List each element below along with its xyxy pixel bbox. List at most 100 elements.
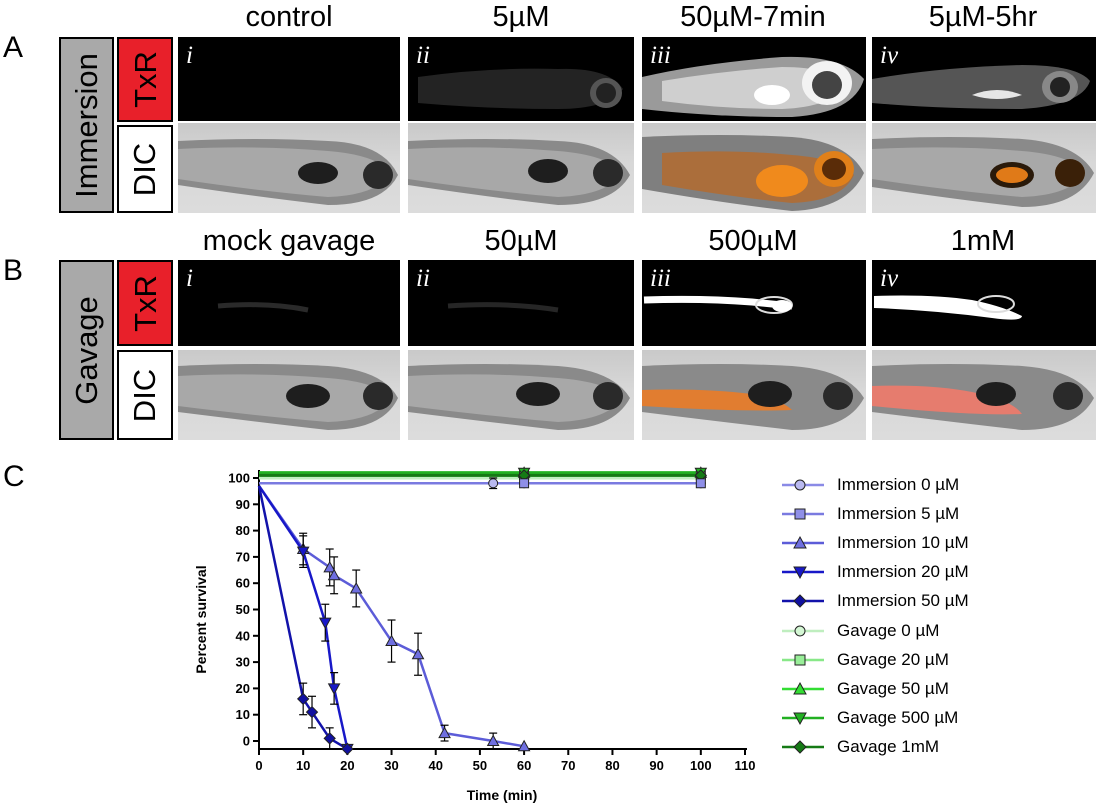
dic-image-b-ii	[408, 350, 634, 440]
dic-image-b-iii	[642, 350, 866, 440]
numeral-a-iii: iii	[650, 42, 671, 69]
y-tick-label: 10	[236, 707, 250, 722]
y-tick-label: 40	[236, 628, 250, 643]
x-tick-label: 20	[340, 758, 354, 773]
legend-label: Gavage 0 µM	[837, 620, 940, 640]
column-header-a1: control	[245, 1, 333, 33]
y-tick-label: 80	[236, 523, 250, 538]
data-point	[486, 734, 500, 746]
y-axis-label: Percent survival	[193, 565, 209, 673]
legend-swatch	[782, 594, 824, 609]
data-point	[318, 617, 332, 630]
series-line	[257, 485, 525, 748]
legend-swatch	[782, 536, 824, 549]
numeral-b-iv: iv	[880, 265, 899, 292]
legend-marker	[794, 508, 806, 520]
data-point	[519, 478, 530, 489]
gavage-label-text: Gavage	[69, 295, 105, 405]
dic-label-a-text: DIC	[127, 142, 163, 196]
dic-image-a-i	[178, 123, 400, 213]
legend-marker	[794, 479, 806, 491]
legend-swatch	[782, 508, 824, 520]
dic-image-a-ii	[408, 123, 634, 213]
txr-label-a: TxR	[117, 37, 173, 122]
panel-letter-c: C	[3, 460, 25, 493]
data-point	[323, 732, 336, 745]
x-tick-label: 100	[690, 758, 712, 773]
legend-swatch	[782, 712, 824, 725]
y-tick-label: 0	[243, 734, 250, 749]
x-tick-label: 70	[561, 758, 575, 773]
data-point	[296, 692, 310, 706]
data-point	[411, 647, 425, 660]
dic-label-a: DIC	[117, 125, 173, 213]
fluorescence-image-a-i: i	[178, 37, 400, 121]
x-tick-label: 60	[517, 758, 531, 773]
data-point	[438, 726, 451, 739]
panel-letter-b: B	[3, 254, 24, 287]
x-tick-label: 110	[735, 758, 756, 773]
legend-swatch	[782, 681, 824, 695]
x-axis-label: Time (min)	[467, 787, 538, 803]
y-tick-label: 90	[236, 497, 250, 512]
y-tick-label: 70	[236, 549, 250, 564]
numeral-b-iii: iii	[650, 265, 671, 292]
legend-label: Gavage 20 µM	[837, 649, 949, 669]
y-tick-label: 60	[236, 576, 250, 591]
data-point	[517, 739, 531, 752]
immersion-label: Immersion	[59, 37, 114, 213]
numeral-b-ii: ii	[416, 265, 430, 292]
data-point	[349, 581, 363, 594]
legend-label: Immersion 50 µM	[837, 591, 969, 611]
legend-swatch	[782, 566, 824, 580]
legend-label: Gavage 1mM	[837, 736, 940, 756]
legend-label: Gavage 500 µM	[837, 707, 959, 727]
fluorescence-image-a-iii: iii	[642, 37, 866, 121]
data-point	[341, 742, 354, 756]
data-point	[385, 634, 398, 647]
x-tick-label: 10	[296, 758, 310, 773]
x-tick-label: 90	[649, 758, 663, 773]
dic-label-b: DIC	[117, 350, 173, 440]
data-point	[488, 478, 499, 489]
fluorescence-image-a-ii: ii	[408, 37, 634, 121]
legend-swatch	[782, 654, 824, 666]
column-header-b1: mock gavage	[202, 225, 376, 257]
x-tick-label: 80	[605, 758, 619, 773]
legend-marker	[793, 566, 807, 580]
legend-label: Immersion 10 µM	[837, 533, 969, 553]
legend-swatch	[782, 625, 824, 636]
numeral-a-iv: iv	[880, 42, 899, 69]
numeral-b-i: i	[186, 265, 193, 292]
data-point	[327, 683, 341, 695]
legend-label: Immersion 5 µM	[837, 504, 960, 524]
legend-marker	[793, 594, 807, 609]
x-tick-label: 0	[255, 758, 262, 773]
x-tick-label: 40	[428, 758, 442, 773]
dic-image-a-iv	[872, 123, 1096, 213]
legend-label: Immersion 20 µM	[837, 562, 969, 582]
data-point	[695, 478, 706, 489]
dic-label-b-text: DIC	[127, 368, 163, 422]
dic-image-b-i	[178, 350, 400, 440]
fluorescence-image-b-iii: iii	[642, 260, 866, 346]
data-point	[296, 546, 310, 559]
fluorescence-image-b-iv: iv	[872, 260, 1096, 346]
column-header-b3: 500µM	[708, 225, 798, 257]
legend-marker	[793, 681, 807, 695]
data-point	[327, 568, 341, 581]
fluorescence-image-b-ii: ii	[408, 260, 634, 346]
x-tick-label: 50	[473, 758, 487, 773]
immersion-label-text: Immersion	[69, 52, 105, 198]
panel-letter-a: A	[3, 31, 24, 64]
y-tick-label: 30	[236, 655, 250, 670]
legend-marker	[793, 712, 807, 725]
y-tick-label: 20	[236, 681, 250, 696]
txr-label-b-text: TxR	[127, 274, 163, 332]
dic-image-b-iv	[872, 350, 1096, 440]
survival-chart: 0 10 20 30 40 50 60 70 80 90 100 0 10 20 30 40 50 60 70 80 9…	[193, 466, 756, 803]
y-tick-label: 50	[236, 602, 250, 617]
column-header-a3: 50µM-7min	[680, 1, 826, 33]
dic-image-a-iii	[642, 123, 866, 213]
column-header-a4: 5µM-5hr	[928, 1, 1038, 33]
